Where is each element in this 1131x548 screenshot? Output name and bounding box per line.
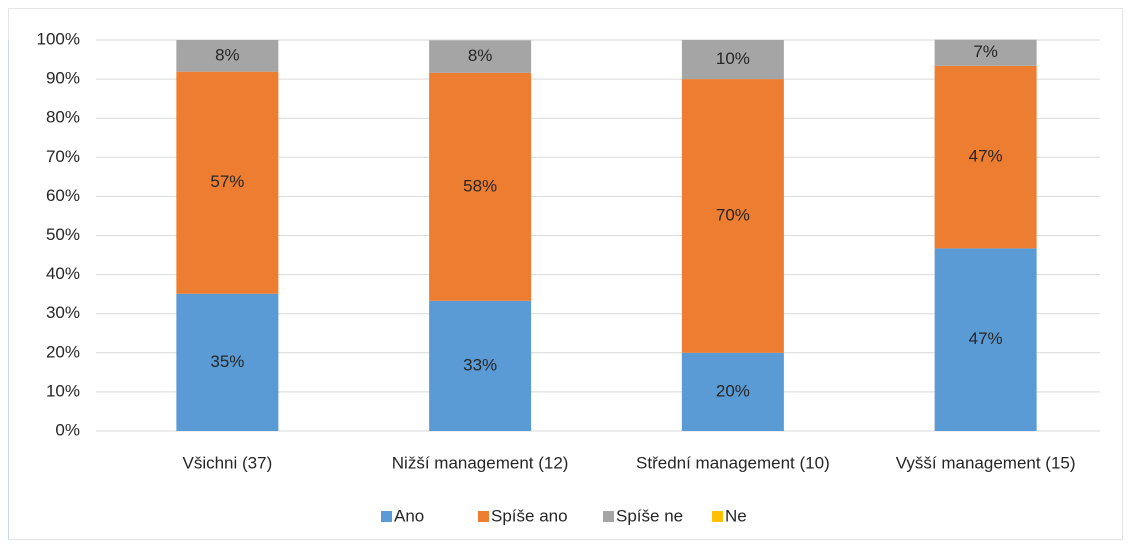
bar-segment <box>681 352 784 431</box>
legend-label: Ano <box>394 506 424 525</box>
bar-segment <box>429 40 532 73</box>
legend-label: Spíše ne <box>616 506 683 525</box>
y-tick-label: 60% <box>46 186 80 205</box>
bar-segment <box>681 40 784 80</box>
data-label: 8% <box>468 46 493 65</box>
data-label: 70% <box>716 205 750 224</box>
y-tick-label: 10% <box>46 381 80 400</box>
x-tick-label: Nižší management (12) <box>392 453 569 472</box>
data-label: 33% <box>463 355 497 374</box>
data-label: 47% <box>969 329 1003 348</box>
y-tick-label: 20% <box>46 342 80 361</box>
bar-segment <box>681 79 784 353</box>
legend-marker <box>478 511 489 522</box>
bar-segment <box>429 300 532 431</box>
x-tick-label: Střední management (10) <box>636 453 830 472</box>
bar-segment <box>176 293 279 431</box>
data-label: 57% <box>210 172 244 191</box>
data-label: 8% <box>215 45 240 64</box>
bar-segment <box>429 72 532 301</box>
y-tick-label: 80% <box>46 108 80 127</box>
y-tick-label: 30% <box>46 303 80 322</box>
y-tick-label: 50% <box>46 225 80 244</box>
bar-segment <box>934 39 1037 66</box>
data-label: 20% <box>716 381 750 400</box>
legend-label: Spíše ano <box>491 506 568 525</box>
data-label: 10% <box>716 49 750 68</box>
x-tick-label: Vyšší management (15) <box>896 453 1076 472</box>
data-label: 7% <box>973 42 998 61</box>
y-tick-label: 70% <box>46 147 80 166</box>
legend-marker <box>712 511 723 522</box>
legend-label: Ne <box>725 506 747 525</box>
bar-segment <box>176 71 279 294</box>
bar-segment <box>934 65 1037 249</box>
y-tick-label: 100% <box>37 29 80 48</box>
data-label: 58% <box>463 176 497 195</box>
y-tick-label: 0% <box>55 420 80 439</box>
data-label: 35% <box>210 352 244 371</box>
bar-segment <box>176 40 279 72</box>
y-tick-label: 40% <box>46 264 80 283</box>
x-tick-label: Všichni (37) <box>182 453 272 472</box>
data-label: 47% <box>969 147 1003 166</box>
legend-marker <box>603 511 614 522</box>
bar-segment <box>934 248 1037 431</box>
y-tick-label: 90% <box>46 69 80 88</box>
legend-marker <box>381 511 392 522</box>
